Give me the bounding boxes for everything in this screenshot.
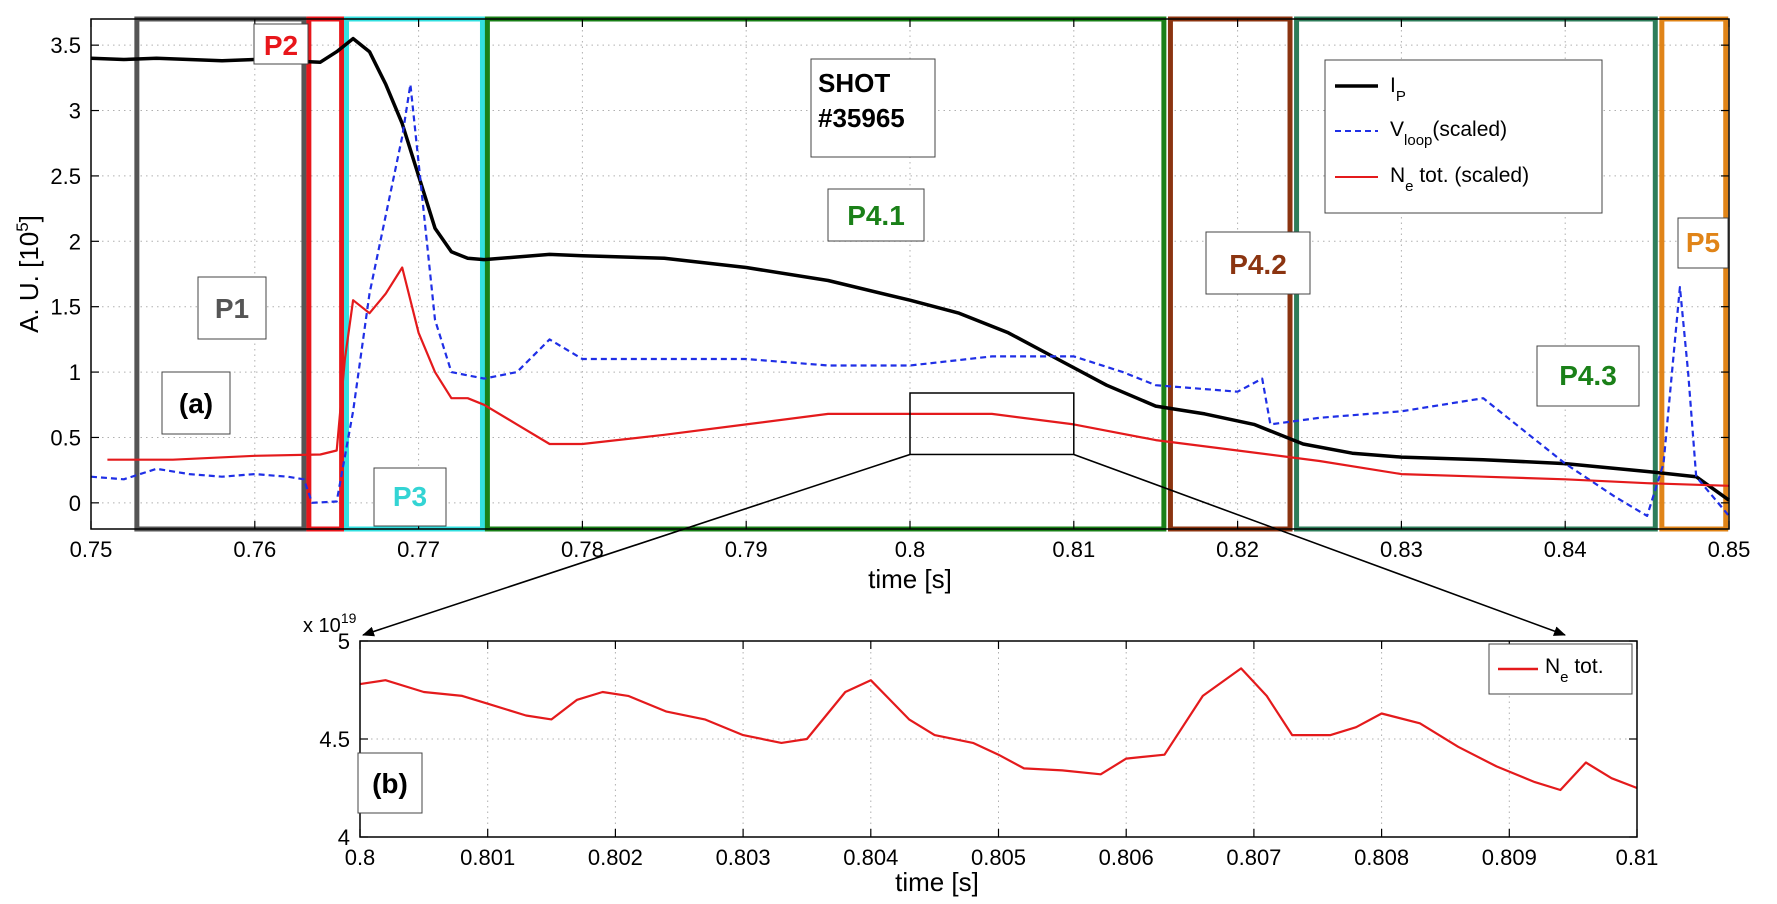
panel-b-xtick-label: 0.801 xyxy=(460,845,515,870)
legend-ip-sub: P xyxy=(1396,88,1406,105)
legend-entry-ne: Ne tot. (scaled) xyxy=(1390,164,1529,195)
zoom-arrow-right xyxy=(1073,453,1566,636)
panel-b-xtick-label: 0.803 xyxy=(716,845,771,870)
legend-entry-ne-b: Ne tot. xyxy=(1545,655,1604,686)
panel-a-xtick-label: 0.77 xyxy=(397,537,440,562)
zoom-arrow-left xyxy=(362,453,911,637)
legend-ne-base: N xyxy=(1390,164,1405,187)
panel-b-xtick-label: 0.808 xyxy=(1354,845,1409,870)
panel-b-xtick-label: 0.807 xyxy=(1226,845,1281,870)
legend-vloop-base: V xyxy=(1390,118,1404,141)
panel-a-ytick-label: 1.5 xyxy=(50,295,81,320)
panel-b-grid xyxy=(360,641,1637,837)
panel-a-xtick-label: 0.8 xyxy=(895,537,926,562)
phase-label-p4-1: P4.1 xyxy=(827,188,925,242)
panel-a-ylabel-base: A. U. [10 xyxy=(14,232,44,333)
panel-b-ytick-label: 4.5 xyxy=(319,727,350,752)
panel-b-ytick-label: 4 xyxy=(338,825,350,850)
phase-label-p5-text: P5 xyxy=(1686,227,1720,258)
panel-b-xtick-label: 0.8 xyxy=(345,845,376,870)
phase-label-p5: P5 xyxy=(1677,217,1729,269)
panel-b-label-text: (b) xyxy=(372,768,408,799)
panel-a-xtick-label: 0.75 xyxy=(70,537,113,562)
panel-b-xtick-label: 0.805 xyxy=(971,845,1026,870)
legend-ne-rest: tot. (scaled) xyxy=(1414,164,1530,187)
phase-label-p4-3: P4.3 xyxy=(1536,345,1640,407)
panel-b-xtick-label: 0.802 xyxy=(588,845,643,870)
panel-b-label: (b) xyxy=(357,752,423,814)
panel-b-ticks: 0.8 0.801 0.802 0.803 0.804 0.805 0.806 0.807 0.… xyxy=(319,629,1658,870)
panel-b: 0.8 0.801 0.802 0.803 0.804 0.805 0.806 0.807 0.… xyxy=(303,610,1658,897)
panel-a: 0.75 0.76 0.77 0.78 0.79 0.8 0.81 0.82 0.83 0.84 0… xyxy=(13,16,1750,594)
panel-a-xtick-label: 0.85 xyxy=(1708,537,1751,562)
panel-a-xlabel: time [s] xyxy=(868,564,952,594)
phase-label-p3-text: P3 xyxy=(393,481,427,512)
panel-b-xtick-label: 0.809 xyxy=(1482,845,1537,870)
panel-b-ytick-label: 5 xyxy=(338,629,350,654)
phase-label-p3: P3 xyxy=(373,467,447,527)
panel-a-xtick-label: 0.81 xyxy=(1052,537,1095,562)
panel-b-xtick-label: 0.81 xyxy=(1616,845,1659,870)
phase-label-p2-text: P2 xyxy=(264,30,298,61)
shot-label-line2: #35965 xyxy=(818,103,905,133)
phase-label-p4-2-text: P4.2 xyxy=(1229,249,1287,280)
shot-label-line1: SHOT xyxy=(818,68,890,98)
panel-a-ytick-label: 2 xyxy=(69,229,81,254)
panel-a-series-2 xyxy=(107,266,1730,487)
panel-a-ytick-label: 3 xyxy=(69,99,81,124)
legend-ne-b-rest: tot. xyxy=(1569,655,1604,678)
panel-a-ytick-label: 3.5 xyxy=(50,33,81,58)
panel-b-series xyxy=(359,667,1638,792)
panel-a-xtick-label: 0.79 xyxy=(725,537,768,562)
phase-label-p1: P1 xyxy=(197,276,267,340)
panel-b-xlabel: time [s] xyxy=(895,867,979,897)
panel-a-xtick-label: 0.83 xyxy=(1380,537,1423,562)
panel-a-xtick-label: 0.82 xyxy=(1216,537,1259,562)
panel-a-legend: IP Vloop(scaled) Ne tot. (scaled) xyxy=(1324,59,1603,214)
panel-b-xtick-label: 0.804 xyxy=(843,845,898,870)
panel-a-ytick-label: 0 xyxy=(69,491,81,516)
panel-b-scale-exp: 19 xyxy=(341,610,357,626)
legend-ne-b-sub: e xyxy=(1560,669,1568,686)
panel-a-xtick-label: 0.76 xyxy=(233,537,276,562)
phase-label-p4-2: P4.2 xyxy=(1205,231,1311,295)
panel-a-ytick-label: 0.5 xyxy=(50,425,81,450)
panel-a-label: (a) xyxy=(161,371,231,435)
panel-a-ylabel: A. U. [105] xyxy=(13,215,44,333)
panel-b-series-0 xyxy=(359,667,1638,792)
panel-a-label-text: (a) xyxy=(179,388,213,419)
legend-entry-vloop: Vloop(scaled) xyxy=(1390,118,1507,149)
panel-b-legend: Ne tot. xyxy=(1488,643,1633,695)
panel-a-ticks: 0.75 0.76 0.77 0.78 0.79 0.8 0.81 0.82 0.83 0.84 0… xyxy=(50,19,1750,562)
panel-a-ylabel-close: ] xyxy=(14,215,44,222)
zoom-box-rect xyxy=(909,392,1075,456)
panel-b-scale-label: x 1019 xyxy=(303,610,357,637)
phase-label-p2: P2 xyxy=(253,23,309,65)
panel-a-xtick-label: 0.84 xyxy=(1544,537,1587,562)
phase-label-p4-1-text: P4.1 xyxy=(847,200,905,231)
legend-vloop-rest: (scaled) xyxy=(1432,118,1507,141)
panel-a-ytick-label: 1 xyxy=(69,360,81,385)
panel-a-ytick-label: 2.5 xyxy=(50,164,81,189)
panel-a-ylabel-exp: 5 xyxy=(13,222,32,231)
shot-label: SHOT #35965 xyxy=(810,58,936,158)
panel-a-series-1 xyxy=(90,83,1730,517)
panel-b-scale-base: x 10 xyxy=(303,615,341,637)
zoom-box xyxy=(909,392,1075,456)
legend-ne-sub: e xyxy=(1405,178,1413,195)
phase-label-p4-3-text: P4.3 xyxy=(1559,360,1617,391)
legend-ip-base: I xyxy=(1390,74,1396,97)
legend-vloop-sub: loop xyxy=(1404,132,1432,149)
legend-ne-b-base: N xyxy=(1545,655,1560,678)
phase-label-p1-text: P1 xyxy=(215,293,249,324)
legend-entry-ip: IP xyxy=(1390,74,1406,105)
panel-b-xtick-label: 0.806 xyxy=(1099,845,1154,870)
zoom-arrows xyxy=(362,453,1566,637)
